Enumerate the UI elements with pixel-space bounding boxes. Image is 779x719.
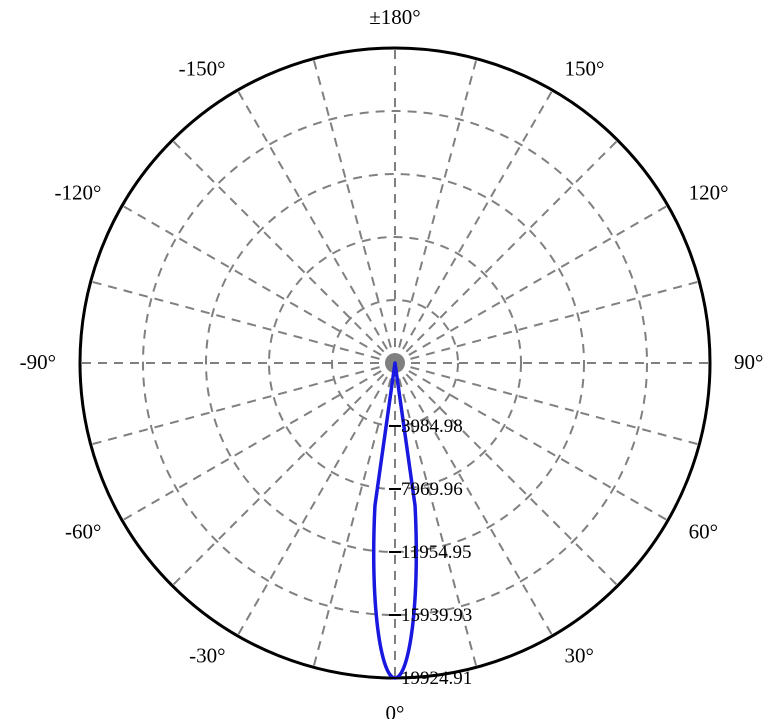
- spoke: [313, 363, 395, 667]
- spoke: [172, 363, 395, 586]
- spoke: [122, 363, 395, 521]
- radial-label: 7969.96: [401, 479, 463, 500]
- spoke: [395, 90, 553, 363]
- angle-label: -90°: [20, 350, 56, 374]
- spoke: [395, 59, 477, 363]
- polar-svg: 3984.98 7969.96 11954.95 15939.93 19924.91 0°…: [0, 0, 779, 719]
- angle-label: -60°: [65, 520, 101, 544]
- angle-label: -30°: [189, 644, 225, 668]
- spoke: [238, 363, 396, 636]
- angle-label: 120°: [689, 181, 729, 205]
- angle-label: 150°: [565, 56, 605, 80]
- spoke: [122, 206, 395, 364]
- spoke: [238, 90, 396, 363]
- angle-label: 90°: [734, 350, 763, 374]
- radial-labels: 3984.98 7969.96 11954.95 15939.93 19924.91: [389, 416, 472, 689]
- radial-label: 11954.95: [401, 542, 472, 563]
- angle-label: 30°: [565, 644, 594, 668]
- angle-label: 60°: [689, 520, 718, 544]
- angle-label: -150°: [179, 56, 226, 80]
- series-lobe: [374, 363, 417, 678]
- radial-label: 3984.98: [401, 416, 463, 437]
- angle-label: ±180°: [369, 5, 420, 29]
- angle-label: 0°: [386, 701, 405, 719]
- spoke: [395, 140, 618, 363]
- spoke: [395, 281, 699, 363]
- polar-chart: 3984.98 7969.96 11954.95 15939.93 19924.91 0°…: [0, 0, 779, 719]
- spoke: [172, 140, 395, 363]
- series-group: [374, 363, 417, 678]
- radial-label: 19924.91: [401, 668, 472, 689]
- spoke: [91, 281, 395, 363]
- spoke: [395, 206, 668, 364]
- radial-label: 15939.93: [401, 605, 472, 626]
- angle-label: -120°: [55, 181, 102, 205]
- spoke: [313, 59, 395, 363]
- spoke: [91, 363, 395, 445]
